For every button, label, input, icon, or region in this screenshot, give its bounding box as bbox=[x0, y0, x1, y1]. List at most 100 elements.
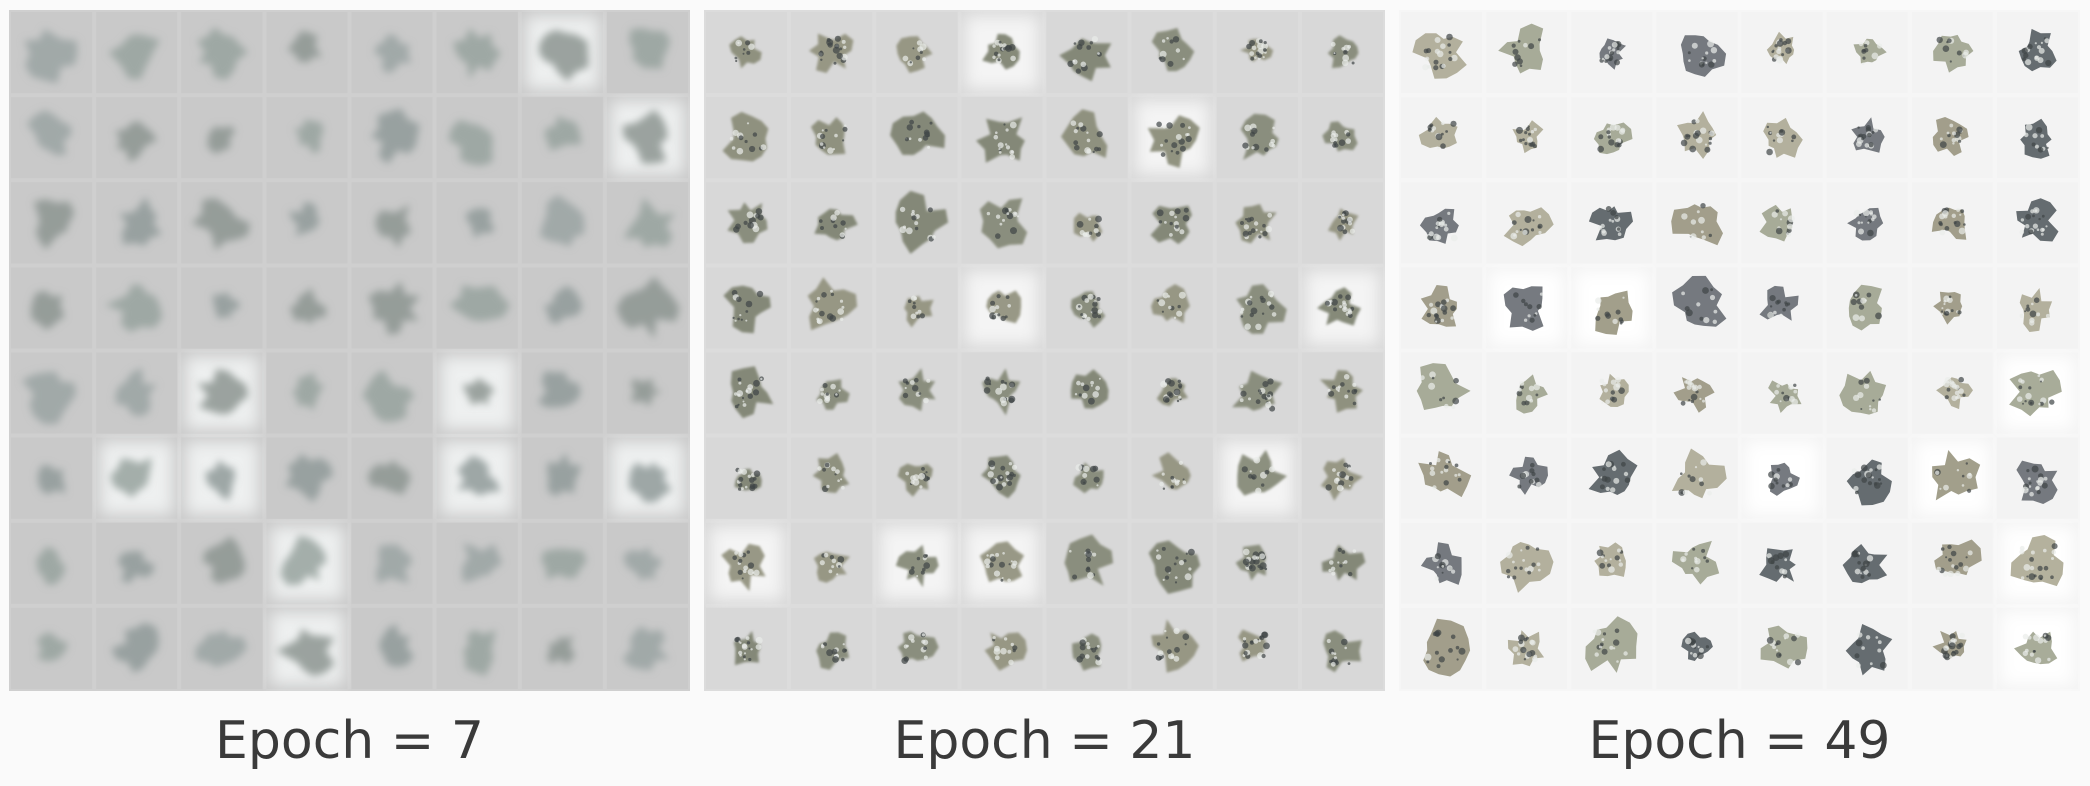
sample-texture-dot bbox=[1857, 561, 1861, 565]
sample-texture-dot bbox=[1861, 477, 1867, 483]
sample-texture-dot bbox=[1080, 61, 1087, 68]
sample-texture-dot bbox=[2038, 217, 2041, 221]
sample-texture-dot bbox=[839, 47, 843, 51]
sample-texture-dot bbox=[1611, 219, 1615, 223]
sample-blob bbox=[462, 378, 495, 406]
sample-texture-dot bbox=[821, 129, 824, 132]
sample-blob bbox=[191, 198, 251, 251]
sample-texture-dot bbox=[1450, 305, 1456, 312]
sample-texture-dot bbox=[1871, 131, 1875, 134]
sample-texture-dot bbox=[909, 380, 915, 385]
sample-texture-dot bbox=[1616, 50, 1621, 55]
sample-texture-dot bbox=[1250, 228, 1256, 234]
sample-texture-dot bbox=[1262, 381, 1269, 388]
sample-texture-dot bbox=[1240, 310, 1244, 314]
sample-texture-dot bbox=[1448, 460, 1451, 464]
sample-texture-dot bbox=[2023, 564, 2031, 571]
sample-texture-dot bbox=[1164, 139, 1168, 143]
sample-texture-dot bbox=[1258, 39, 1263, 44]
sample-texture-dot bbox=[2028, 573, 2036, 580]
sample-texture-dot bbox=[918, 392, 922, 395]
sample-texture-dot bbox=[2050, 575, 2054, 579]
sample-texture-dot bbox=[1338, 294, 1343, 299]
sample-texture-dot bbox=[1441, 565, 1445, 568]
sample-texture-dot bbox=[1709, 294, 1716, 301]
sample-texture-dot bbox=[1700, 230, 1704, 234]
sample-texture-dot bbox=[1954, 565, 1959, 570]
sample-texture-dot bbox=[1093, 228, 1099, 234]
sample-texture-dot bbox=[1776, 384, 1780, 388]
sample-texture-dot bbox=[741, 396, 745, 400]
sample-blob bbox=[539, 194, 585, 247]
sample-texture-dot bbox=[1517, 484, 1522, 489]
sample-texture-dot bbox=[1523, 302, 1528, 307]
sample-texture-dot bbox=[1624, 477, 1631, 484]
sample-texture-dot bbox=[1950, 309, 1954, 313]
sample-texture-dot bbox=[1771, 211, 1778, 218]
sample-texture-dot bbox=[1939, 213, 1945, 220]
sample-texture-dot bbox=[745, 40, 751, 46]
sample-texture-dot bbox=[1344, 646, 1347, 650]
sample-texture-dot bbox=[1328, 568, 1332, 573]
sample-texture-dot bbox=[1604, 59, 1608, 63]
sample-texture-dot bbox=[1010, 642, 1014, 647]
sample-texture-dot bbox=[1255, 487, 1262, 494]
sample-texture-dot bbox=[1242, 142, 1249, 149]
sample-texture-dot bbox=[911, 215, 917, 221]
sample-blob bbox=[1671, 448, 1727, 499]
sample-texture-dot bbox=[1251, 476, 1255, 480]
sample-blob bbox=[1322, 121, 1358, 152]
sample-texture-dot bbox=[1528, 385, 1535, 392]
sample-texture-dot bbox=[1325, 484, 1332, 491]
sample-texture-dot bbox=[1169, 233, 1173, 237]
sample-blob bbox=[285, 453, 334, 503]
sample-texture-dot bbox=[1522, 138, 1525, 142]
sample-texture-dot bbox=[1457, 477, 1462, 482]
sample-texture-dot bbox=[1092, 552, 1097, 557]
sample-texture-dot bbox=[1965, 462, 1968, 465]
sample-texture-dot bbox=[1260, 230, 1263, 233]
sample-texture-dot bbox=[1086, 45, 1092, 50]
sample-texture-dot bbox=[1182, 214, 1190, 222]
sample-texture-dot bbox=[1767, 557, 1775, 565]
sample-texture-dot bbox=[1699, 481, 1704, 487]
sample-texture-dot bbox=[1779, 38, 1783, 42]
sample-texture-dot bbox=[1617, 227, 1621, 231]
sample-texture-dot bbox=[1001, 577, 1004, 579]
sample-texture-dot bbox=[1009, 149, 1015, 155]
sample-texture-dot bbox=[1609, 558, 1612, 561]
sample-texture-dot bbox=[1948, 642, 1956, 650]
sample-texture-dot bbox=[1787, 302, 1791, 306]
sample-texture-dot bbox=[1096, 644, 1100, 648]
sample-texture-dot bbox=[1951, 564, 1955, 568]
sample-texture-dot bbox=[755, 644, 762, 650]
sample-texture-dot bbox=[1429, 462, 1432, 465]
sample-texture-dot bbox=[1170, 655, 1175, 659]
sample-texture-dot bbox=[1343, 44, 1350, 52]
sample-texture-dot bbox=[1690, 399, 1695, 404]
sample-texture-dot bbox=[819, 310, 825, 317]
sample-texture-dot bbox=[1607, 563, 1611, 568]
sample-texture-dot bbox=[2028, 229, 2034, 235]
sample-texture-dot bbox=[1086, 645, 1091, 650]
sample-texture-dot bbox=[1088, 217, 1092, 221]
sample-texture-dot bbox=[1779, 218, 1783, 221]
sample-texture-dot bbox=[1253, 221, 1259, 226]
sample-texture-dot bbox=[1776, 468, 1781, 472]
sample-texture-dot bbox=[1330, 41, 1336, 47]
sample-texture-dot bbox=[1600, 223, 1605, 229]
sample-texture-dot bbox=[1684, 380, 1688, 384]
sample-texture-dot bbox=[1680, 472, 1683, 476]
sample-texture-dot bbox=[2020, 576, 2025, 580]
sample-texture-dot bbox=[745, 300, 753, 308]
sample-texture-dot bbox=[1781, 391, 1785, 395]
sample-texture-dot bbox=[1005, 471, 1010, 476]
sample-texture-dot bbox=[1174, 646, 1180, 653]
sample-texture-dot bbox=[1161, 39, 1166, 43]
sample-texture-dot bbox=[1003, 47, 1007, 51]
sample-texture-dot bbox=[1602, 632, 1607, 636]
sample-texture-dot bbox=[1443, 480, 1449, 486]
sample-texture-dot bbox=[2041, 214, 2045, 218]
sample-blob bbox=[1599, 373, 1629, 407]
sample-texture-dot bbox=[1597, 145, 1604, 153]
